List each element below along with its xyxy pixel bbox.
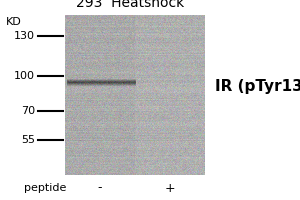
Text: 55: 55 [21,135,35,145]
Text: peptide: peptide [24,183,66,193]
Text: 100: 100 [14,71,35,81]
Text: IR (pTyr1355): IR (pTyr1355) [215,79,300,95]
Text: 293  Heatshock: 293 Heatshock [76,0,184,10]
Text: KD: KD [6,17,22,27]
Text: -: - [98,182,102,194]
Text: +: + [165,182,175,194]
Text: 70: 70 [21,106,35,116]
Text: 130: 130 [14,31,35,41]
